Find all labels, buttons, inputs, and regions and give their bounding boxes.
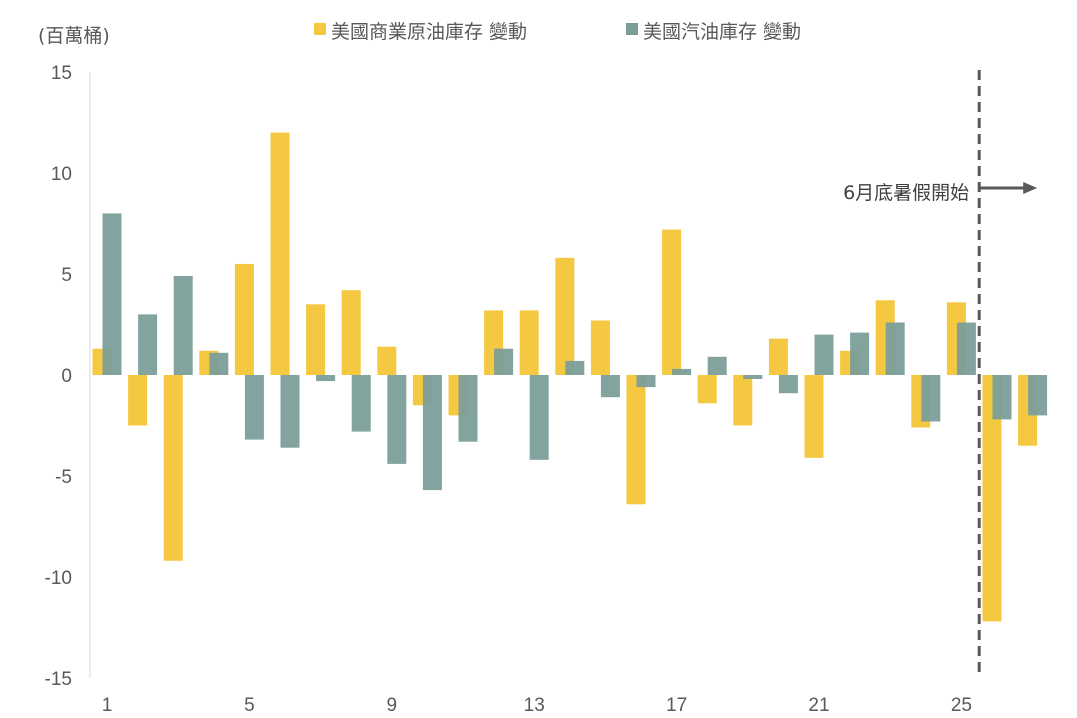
x-tick-labels: 1 5 9 13 17 21 25 — [102, 695, 972, 716]
bar-crude-inventory — [982, 375, 1002, 622]
bar-gasoline-inventory — [921, 375, 941, 422]
bar-gasoline-inventory — [280, 375, 300, 448]
bar-crude-inventory — [519, 310, 539, 375]
bar-crude-inventory — [768, 338, 788, 375]
x-tick-label: 21 — [808, 695, 829, 716]
bars — [92, 132, 1048, 622]
x-tick-label: 13 — [524, 695, 545, 716]
bar-gasoline-inventory — [529, 375, 549, 460]
x-tick-label: 17 — [666, 695, 687, 716]
bar-gasoline-inventory — [707, 356, 727, 375]
bar-gasoline-inventory — [636, 375, 656, 388]
summer-start-label: 6月底暑假開始 — [843, 182, 969, 204]
legend: 美國商業原油庫存 變動 美國汽油庫存 變動 — [314, 21, 801, 43]
bar-gasoline-inventory — [814, 334, 834, 375]
bar-gasoline-inventory — [672, 368, 692, 375]
bar-crude-inventory — [341, 290, 361, 375]
bar-crude-inventory — [662, 229, 682, 375]
bar-crude-inventory — [234, 263, 254, 375]
bar-gasoline-inventory — [956, 322, 976, 375]
y-tick-labels: 15 10 5 0 -5 -10 -15 — [45, 63, 72, 690]
bar-gasoline-inventory — [885, 322, 905, 375]
bar-crude-inventory — [697, 375, 717, 404]
bar-gasoline-inventory — [422, 375, 442, 491]
bar-gasoline-inventory — [850, 332, 870, 375]
bar-gasoline-inventory — [316, 375, 336, 382]
bar-crude-inventory — [163, 375, 183, 561]
bar-gasoline-inventory — [1028, 375, 1048, 416]
x-tick-label: 5 — [244, 695, 255, 716]
bar-crude-inventory — [733, 375, 753, 426]
bar-gasoline-inventory — [494, 348, 514, 375]
bar-gasoline-inventory — [244, 375, 264, 440]
bar-crude-inventory — [128, 375, 148, 426]
y-tick-label: 5 — [61, 265, 72, 286]
bar-crude-inventory — [804, 375, 824, 458]
bar-gasoline-inventory — [778, 375, 798, 394]
bar-crude-inventory — [590, 320, 610, 375]
y-tick-label: 10 — [51, 164, 72, 185]
y-tick-label: -10 — [45, 568, 72, 589]
y-tick-label: 0 — [61, 366, 72, 387]
summer-annotation: 6月底暑假開始 — [843, 70, 1038, 678]
y-tick-label: -5 — [55, 467, 72, 488]
x-tick-label: 25 — [951, 695, 972, 716]
bar-crude-inventory — [377, 346, 397, 375]
bar-crude-inventory — [306, 304, 326, 375]
bar-gasoline-inventory — [209, 352, 229, 375]
legend-label-crude: 美國商業原油庫存 變動 — [331, 21, 527, 43]
y-axis-unit-label: (百萬桶) — [38, 25, 110, 47]
bar-gasoline-inventory — [458, 375, 478, 442]
bar-gasoline-inventory — [138, 314, 158, 375]
x-tick-label: 9 — [387, 695, 398, 716]
y-tick-label: -15 — [45, 669, 72, 690]
legend-label-gasoline: 美國汽油庫存 變動 — [643, 21, 801, 43]
bar-gasoline-inventory — [743, 375, 763, 379]
bar-gasoline-inventory — [351, 375, 371, 432]
bar-gasoline-inventory — [387, 375, 407, 464]
y-tick-label: 15 — [51, 63, 72, 84]
bar-crude-inventory — [555, 257, 575, 375]
bar-gasoline-inventory — [992, 375, 1012, 420]
bar-crude-inventory — [626, 375, 646, 505]
legend-swatch-gasoline — [626, 23, 638, 35]
summer-arrowhead — [1023, 182, 1038, 194]
bar-crude-inventory — [270, 132, 290, 375]
bar-gasoline-inventory — [102, 213, 122, 375]
bar-gasoline-inventory — [173, 276, 193, 375]
legend-swatch-crude — [314, 23, 326, 35]
bar-gasoline-inventory — [565, 360, 585, 375]
bar-gasoline-inventory — [600, 375, 620, 398]
x-tick-label: 1 — [102, 695, 113, 716]
